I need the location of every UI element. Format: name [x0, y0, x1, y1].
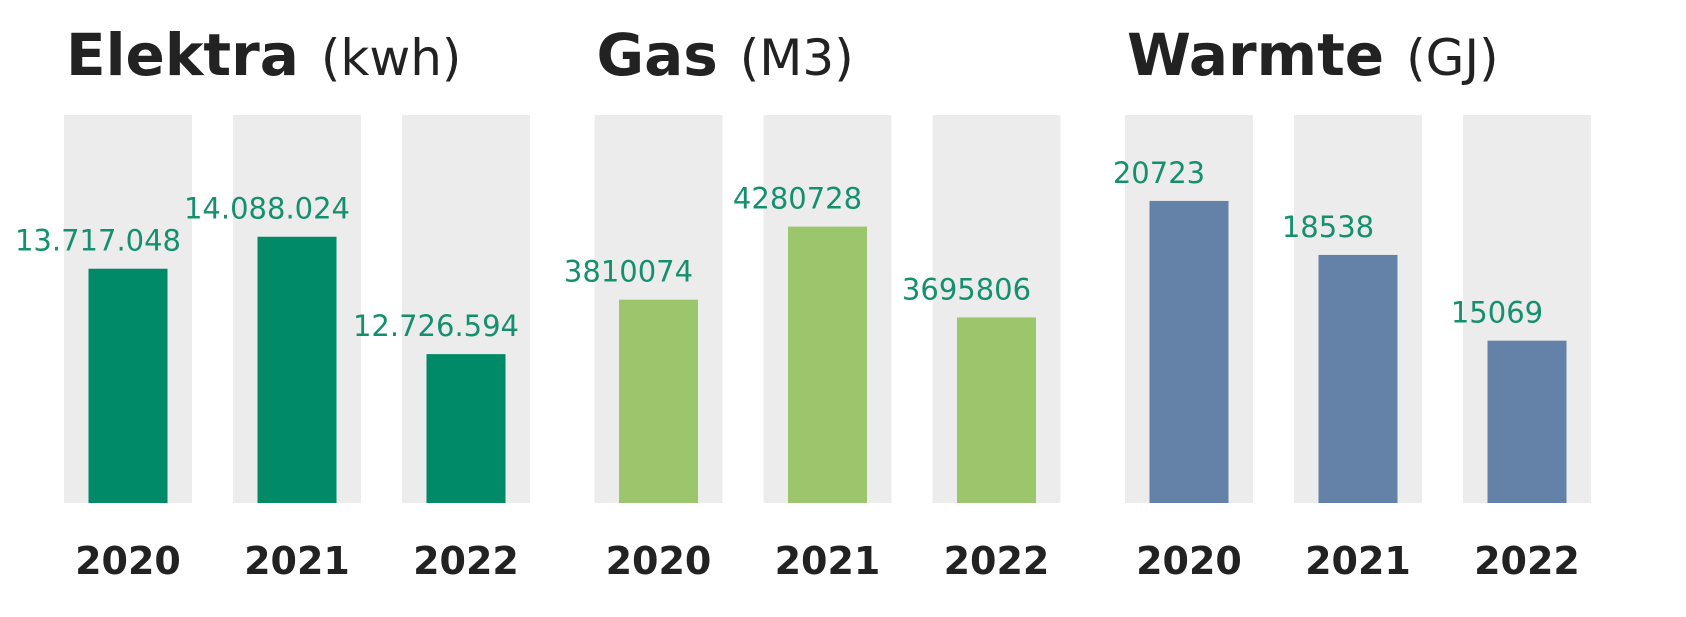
chart-title: Elektra: [66, 21, 299, 89]
x-tick-label: 2021: [775, 539, 881, 583]
bar: [1318, 254, 1398, 503]
bar: [1487, 340, 1567, 503]
bar: [619, 299, 698, 503]
chart-unit: (GJ): [1406, 29, 1499, 87]
chart-title: Warmte: [1127, 21, 1384, 89]
bar: [426, 354, 506, 503]
value-label: 14.088.024: [184, 192, 350, 226]
x-tick-label: 2020: [1136, 539, 1242, 583]
bar: [88, 268, 168, 503]
value-label: 3810074: [564, 255, 693, 289]
value-label: 15069: [1451, 296, 1543, 330]
x-tick-label: 2022: [413, 539, 519, 583]
bar: [957, 317, 1036, 503]
value-label: 13.717.048: [15, 224, 181, 258]
x-tick-label: 2022: [944, 539, 1050, 583]
x-tick-label: 2021: [244, 539, 350, 583]
value-label: 3695806: [902, 272, 1031, 306]
bar: [788, 226, 867, 503]
chart-unit: (M3): [740, 29, 854, 87]
chart-unit: (kwh): [321, 29, 462, 87]
value-label: 4280728: [733, 182, 862, 216]
value-label: 12.726.594: [353, 309, 519, 343]
bar: [1149, 200, 1229, 503]
x-tick-label: 2021: [1305, 539, 1411, 583]
x-tick-label: 2020: [606, 539, 712, 583]
chart-title: Gas: [597, 21, 718, 89]
value-label: 20723: [1113, 156, 1205, 190]
x-tick-label: 2020: [75, 539, 181, 583]
x-tick-label: 2022: [1474, 539, 1580, 583]
bar: [257, 236, 337, 503]
value-label: 18538: [1282, 210, 1374, 244]
